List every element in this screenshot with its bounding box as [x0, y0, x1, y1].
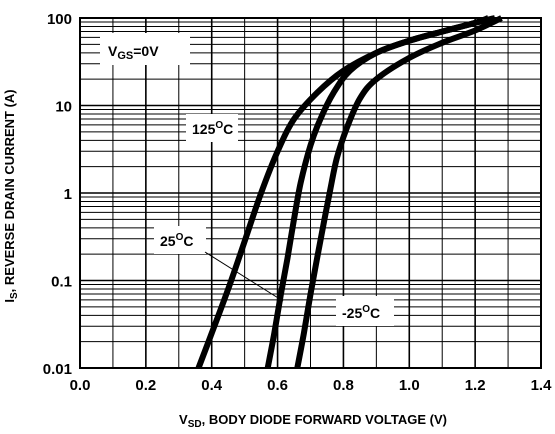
series-label: 25OC: [160, 232, 193, 249]
y-tick-label: 10: [55, 99, 72, 116]
condition-label: VGS=0V: [108, 43, 159, 62]
series-annotations: 125OC 25OC -25OC: [154, 114, 394, 326]
y-tick-label: 100: [47, 11, 72, 28]
series-label-box: [336, 296, 394, 326]
y-tick-label: 1: [64, 186, 72, 203]
x-tick-label: 0.6: [267, 377, 288, 394]
series-curves: [195, 15, 503, 370]
y-axis-title: IS, REVERSE DRAIN CURRENT (A): [2, 89, 20, 302]
x-tick-label: 0.4: [201, 377, 223, 394]
series-label-box: [154, 226, 206, 254]
plot-frame: [79, 17, 542, 369]
series-label-box: [186, 114, 238, 142]
x-tick-label: 1.2: [465, 377, 486, 394]
x-tick-label: 1.0: [399, 377, 420, 394]
series-label: 125OC: [192, 120, 233, 137]
x-tick-label: 1.4: [531, 377, 553, 394]
series-curve: [264, 15, 496, 369]
series-curve: [294, 15, 503, 369]
x-axis-title: VSD, BODY DIODE FORWARD VOLTAGE (V): [179, 412, 447, 430]
label-pointer-line: [204, 251, 284, 302]
x-tick-labels: 0.0 0.2 0.4 0.6 0.8 1.0 1.2 1.4: [70, 377, 553, 394]
x-tick-label: 0.0: [70, 377, 91, 394]
y-tick-label: 0.01: [43, 361, 72, 378]
x-tick-label: 0.2: [135, 377, 156, 394]
y-tick-label: 0.1: [51, 274, 72, 291]
x-tick-label: 0.8: [333, 377, 354, 394]
y-tick-labels: 0.01 0.1 1 10 100: [43, 11, 72, 378]
series-label: -25OC: [342, 304, 380, 321]
condition-box: [100, 33, 190, 65]
